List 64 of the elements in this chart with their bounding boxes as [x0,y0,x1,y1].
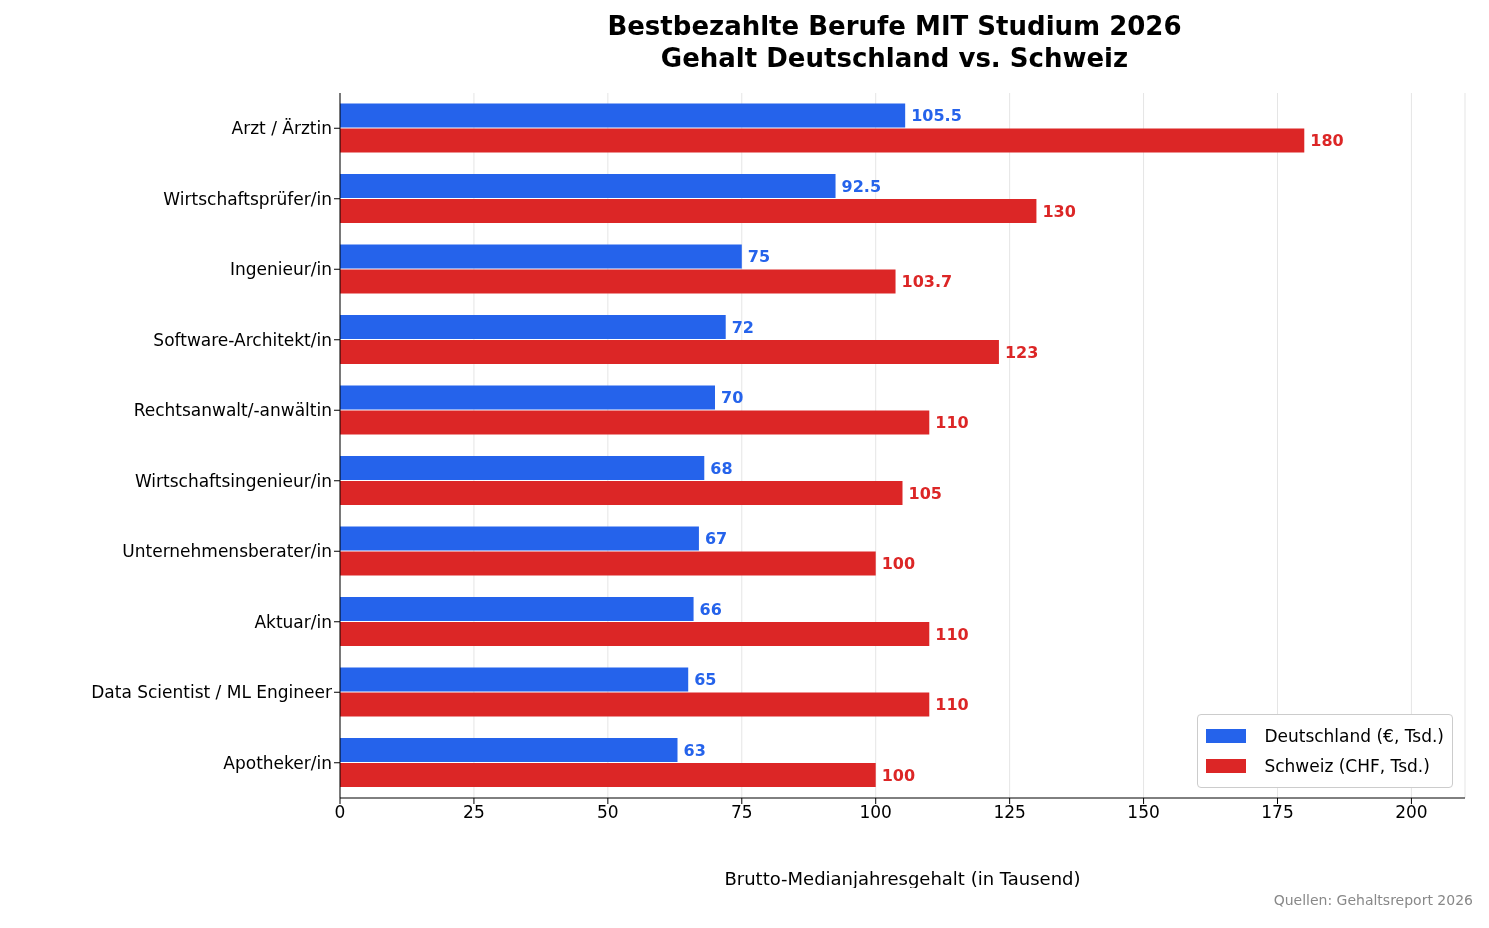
bar [340,410,930,435]
x-tick-label: 200 [1395,802,1428,823]
bar [340,340,999,365]
bar [340,738,678,763]
data-label: 105 [908,483,942,503]
x-axis-title: Brutto-Medianjahresgehalt (in Tausend) [724,867,1081,889]
bar [340,692,930,717]
data-label: 180 [1310,131,1344,151]
x-tick-label: 25 [463,802,485,823]
x-tick-label: 0 [334,802,346,823]
data-label: 66 [699,599,722,619]
bar [340,385,715,410]
y-tick-label: Ingenieur/in [230,259,332,280]
x-tick-label: 100 [859,802,892,823]
bar [340,456,705,481]
data-label: 75 [747,247,771,267]
bar [340,269,896,294]
bar [340,481,903,506]
y-tick-label: Apotheker/in [223,752,332,773]
x-tick-label: 150 [1127,802,1160,823]
x-tick-label: 75 [730,802,753,823]
legend-label: Deutschland (€, Tsd.) [1264,726,1444,746]
bar [340,199,1037,224]
data-label: 123 [1004,342,1039,362]
y-tick-label: Unternehmensberater/in [122,541,332,562]
bar [340,244,742,269]
data-label: 63 [683,740,706,760]
bar [340,174,836,199]
data-label: 110 [935,695,969,715]
data-label: 130 [1042,201,1076,221]
data-label: 72 [731,317,754,337]
data-label: 110 [935,624,969,644]
data-label: 100 [881,765,916,785]
bar [340,622,930,647]
x-tick-label: 175 [1261,802,1294,823]
bar [340,667,689,692]
y-tick-label: Wirtschaftsprüfer/in [163,188,332,209]
data-label: 103.7 [901,272,953,292]
data-label: 65 [694,670,717,690]
legend-label: Schweiz (CHF, Tsd.) [1264,756,1430,776]
bar [340,315,726,340]
y-tick-label: Software-Architekt/in [153,329,332,350]
chart-title: Bestbezahlte Berufe MIT Studium 2026 Gehalt Deutschland vs. Schweiz [606,10,1183,74]
data-label: 92.5 [841,176,882,196]
y-tick-label: Rechtsanwalt/-anwältin [133,400,332,421]
source-note: Quellen: Gehaltsreport 2026 [1273,892,1473,908]
x-tick-label: 50 [597,802,619,823]
data-label: 67 [704,529,728,549]
data-label: 70 [721,388,744,408]
bar [340,597,694,622]
y-tick-label: Data Scientist / ML Engineer [91,682,332,703]
y-tick-label: Arzt / Ärztin [231,118,332,139]
bar [340,128,1305,153]
data-label: 105.5 [911,106,962,126]
data-label: 100 [881,554,916,574]
data-label: 68 [710,458,733,478]
bar [340,103,906,128]
bar [340,763,876,788]
x-tick-label: 125 [993,802,1026,823]
bar [340,551,876,576]
y-tick-label: Wirtschaftsingenieur/in [134,470,332,491]
y-tick-label: Aktuar/in [254,611,332,632]
data-label: 110 [935,413,969,433]
bar [340,526,699,551]
